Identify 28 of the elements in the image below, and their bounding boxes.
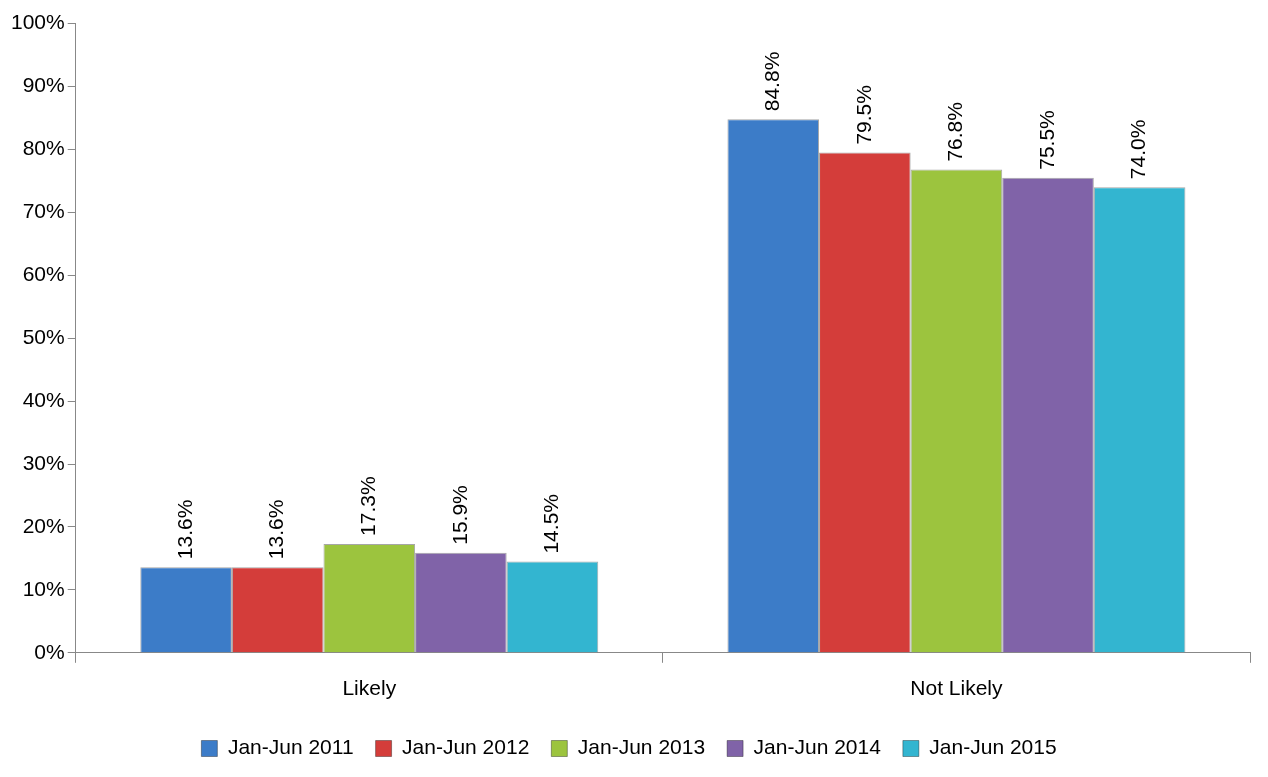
y-tick-label: 70%	[22, 199, 65, 223]
data-label: 84.8%	[760, 51, 784, 112]
legend-label: Jan-Jun 2015	[929, 735, 1057, 759]
data-label: 13.6%	[264, 499, 288, 560]
legend-label: Jan-Jun 2014	[753, 735, 882, 759]
y-tick-label: 20%	[22, 513, 65, 537]
data-label: 75.5%	[1034, 110, 1058, 170]
data-label: 13.6%	[172, 499, 196, 560]
data-label: 79.5%	[851, 85, 875, 145]
y-tick-label: 100%	[10, 10, 65, 34]
legend-label: Jan-Jun 2013	[577, 735, 706, 759]
legend-label: Jan-Jun 2012	[402, 735, 530, 759]
y-tick-label: 40%	[22, 387, 65, 411]
y-tick-label: 90%	[22, 73, 65, 97]
y-tick-label: 30%	[22, 450, 65, 474]
data-label: 76.8%	[943, 102, 967, 162]
data-label: 17.3%	[356, 476, 380, 536]
x-tick-label: Not Likely	[910, 676, 1004, 700]
data-label: 14.5%	[539, 494, 563, 554]
data-label: 74.0%	[1126, 119, 1150, 180]
y-tick-label: 60%	[22, 262, 65, 286]
y-tick-label: 0%	[34, 639, 65, 663]
x-tick-label: Likely	[342, 676, 397, 700]
data-label: 15.9%	[447, 485, 471, 545]
legend-label: Jan-Jun 2011	[227, 735, 354, 759]
y-tick-label: 50%	[22, 325, 65, 348]
y-tick-label: 10%	[22, 576, 65, 600]
y-tick-label: 80%	[22, 136, 65, 160]
